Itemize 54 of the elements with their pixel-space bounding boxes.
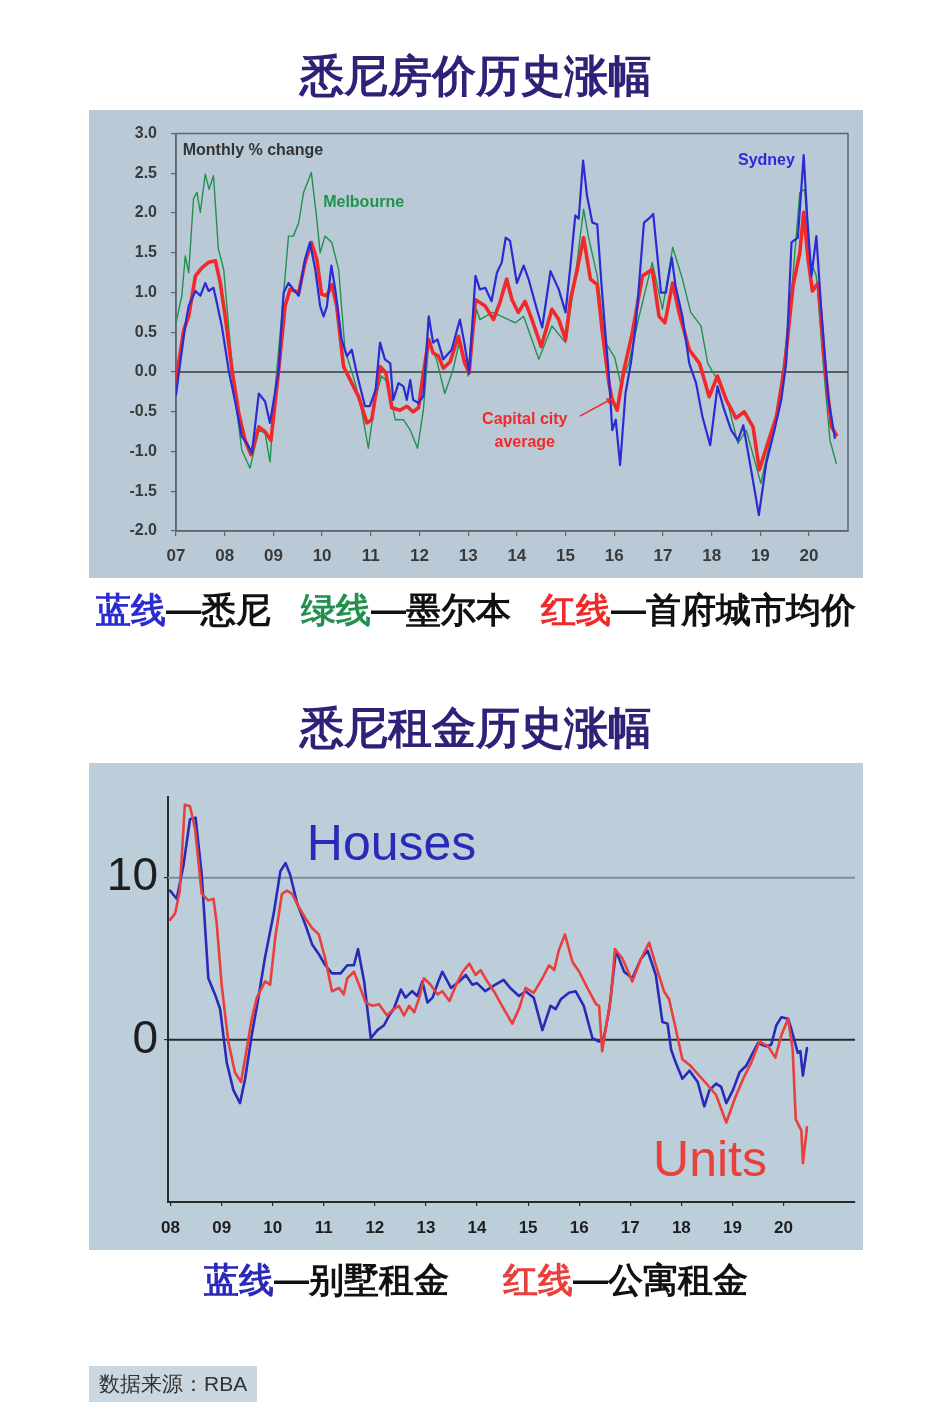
x-tick-label: 14 — [467, 1217, 488, 1237]
x-tick-label: 11 — [314, 1217, 333, 1237]
text: 蓝线—别墅租金 — [204, 1260, 449, 1299]
x-tick-label: 13 — [416, 1217, 436, 1237]
chart-title: 悉尼租金历史涨幅 — [298, 702, 653, 754]
text: Capital city average — [482, 410, 568, 451]
x-tick-label: 10 — [263, 1217, 283, 1237]
y-tick-label: 10 — [106, 848, 158, 901]
x-tick-label: 12 — [410, 545, 429, 565]
x-tick-label: 15 — [518, 1217, 538, 1237]
y-tick-label: 0.0 — [134, 362, 158, 380]
x-tick-label: 19 — [722, 1217, 742, 1237]
y-tick-label: 1.0 — [134, 282, 158, 300]
series-label: Sydney — [737, 151, 796, 169]
text: 绿线—墨尔本 — [301, 590, 511, 629]
x-tick-label: 08 — [215, 545, 235, 565]
x-tick-label: 07 — [166, 545, 186, 565]
x-tick-label: 20 — [799, 545, 819, 565]
text: 红线—首府城市均价 — [541, 590, 856, 629]
y-tick-label: 2.0 — [134, 203, 158, 221]
x-tick-label: 09 — [212, 1217, 232, 1237]
x-tick-label: 18 — [671, 1217, 691, 1237]
text: 蓝线—悉尼 — [96, 590, 271, 629]
y-tick-label: 3.0 — [134, 124, 158, 142]
x-tick-label: 14 — [507, 545, 527, 565]
x-tick-label: 15 — [556, 545, 576, 565]
x-tick-label: 13 — [458, 545, 478, 565]
x-tick-label: 12 — [365, 1217, 385, 1237]
x-tick-label: 20 — [774, 1217, 793, 1237]
source-note: 数据来源：RBA — [89, 1366, 258, 1402]
text: 红线—公寓租金 — [503, 1260, 748, 1299]
series-label: Melbourne — [323, 192, 405, 210]
y-tick-label: -1.0 — [129, 441, 158, 459]
y-tick-label: -1.5 — [129, 481, 158, 499]
y-tick-label: -0.5 — [129, 402, 158, 420]
x-tick-label: 17 — [653, 545, 673, 565]
x-tick-label: 18 — [702, 545, 722, 565]
x-tick-label: 08 — [161, 1217, 181, 1237]
y-tick-label: 2.5 — [134, 163, 158, 181]
x-tick-label: 09 — [263, 545, 283, 565]
y-tick-label: -2.0 — [129, 521, 158, 539]
x-tick-label: 16 — [604, 545, 624, 565]
series-label: Units — [653, 1131, 767, 1188]
y-tick-label: 0 — [132, 1010, 158, 1063]
x-tick-label: 19 — [750, 545, 770, 565]
series-label: Houses — [306, 814, 477, 871]
x-tick-label: 11 — [361, 545, 380, 565]
x-tick-label: 16 — [569, 1217, 589, 1237]
x-tick-label: 17 — [620, 1217, 640, 1237]
y-tick-label: 1.5 — [134, 243, 158, 261]
chart-title: 悉尼房价历史涨幅 — [298, 50, 653, 102]
y-tick-label: 0.5 — [134, 322, 158, 340]
x-tick-label: 10 — [312, 545, 332, 565]
y-axis-title: Monthly % change — [182, 141, 324, 159]
